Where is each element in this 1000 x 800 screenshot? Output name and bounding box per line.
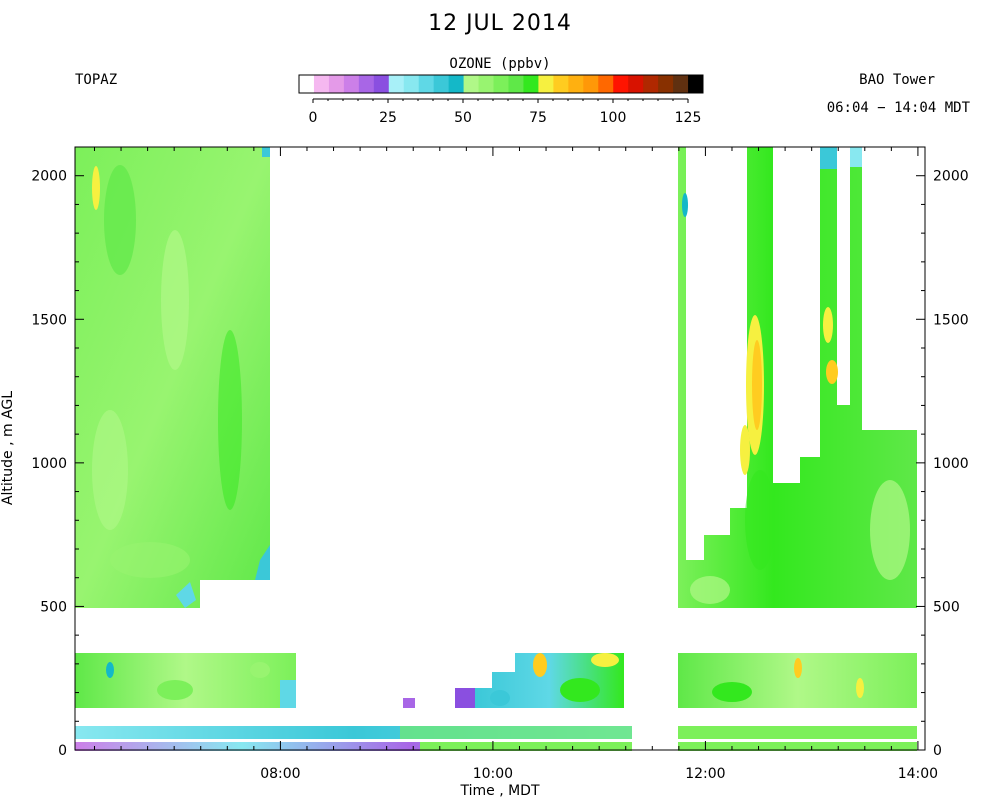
x-tick-label: 08:00 [260,766,300,782]
colorbar-swatch [299,75,315,93]
colorbar-tick-label: 0 [309,110,318,126]
colorbar-swatch [418,75,435,93]
segment-mid-right [678,653,917,708]
y-tick-label-right: 500 [933,599,960,615]
colorbar-swatch [403,75,420,93]
colorbar-swatch [388,75,405,93]
x-axis-ticks: 08:00 10:00 12:00 14:00 [93,147,938,782]
y-tick-label-right: 0 [933,743,942,759]
colorbar-swatch [463,75,480,93]
colorbar-swatch [343,75,360,93]
colorbar-tick-label: 25 [379,110,397,126]
instrument-label: TOPAZ [75,72,117,88]
colorbar-swatch [508,75,524,93]
segment-lowest-band [75,742,917,751]
plot-frame [74,146,926,751]
segment-upper-morning [75,147,270,608]
y-tick-label-left: 0 [58,743,67,759]
colorbar-tick-label: 100 [600,110,627,126]
colorbar-swatch [598,75,614,93]
y-tick-label-right: 2000 [933,169,969,185]
colorbar-tick-label: 75 [529,110,547,126]
colorbar-swatch [433,75,450,93]
y-tick-label-left: 2000 [31,169,67,185]
y-tick-label-right: 1500 [933,312,969,328]
segment-mid-left [75,653,296,708]
y-axis-label: Altitude , m AGL [0,391,16,505]
colorbar-swatch [328,75,345,93]
colorbar-swatch [538,75,554,93]
colorbar-label: OZONE (ppbv) [449,56,550,72]
colorbar-swatch [448,75,465,93]
colorbar-swatch [553,75,569,93]
colorbar-swatch [628,75,644,93]
colorbar-swatch [673,75,689,93]
colorbar-swatch [688,75,704,93]
time-range-label: 06:04 − 14:04 MDT [827,100,971,116]
colorbar-swatch [613,75,629,93]
x-tick-label: 14:00 [898,766,938,782]
colorbar-swatch [568,75,584,93]
segment-mid-center [403,653,624,708]
x-tick-label: 10:00 [473,766,513,782]
colorbar-swatch [493,75,509,93]
colorbar-swatch [373,75,390,93]
segment-thin-band [75,726,917,739]
colorbar-swatch [478,75,495,93]
colorbar-swatch [523,75,539,93]
colorbar-swatch [643,75,659,93]
y-tick-label-left: 500 [40,599,67,615]
colorbar [298,74,704,94]
x-tick-label: 12:00 [685,766,725,782]
colorbar-swatch [358,75,375,93]
colorbar-ticks: 0 25 50 75 100 125 [309,98,702,126]
colorbar-swatch [658,75,674,93]
y-tick-label-left: 1000 [31,456,67,472]
site-label: BAO Tower [859,72,935,88]
colorbar-tick-label: 50 [454,110,472,126]
segment-upper-midday [678,147,917,608]
x-axis-label: Time , MDT [459,783,539,799]
colorbar-swatch [583,75,599,93]
colorbar-swatch [313,75,330,93]
y-axis-ticks: 0 0 500 500 1000 1000 1500 1500 2000 2000 [31,146,969,759]
y-tick-label-left: 1500 [31,312,67,328]
colorbar-tick-label: 125 [675,110,702,126]
plot-area: 08:00 10:00 12:00 14:00 0 0 500 500 1000 1000 150… [31,146,969,782]
chart-title: 12 JUL 2014 [428,11,572,36]
colorbar-outline [298,74,704,94]
y-tick-label-right: 1000 [933,456,969,472]
